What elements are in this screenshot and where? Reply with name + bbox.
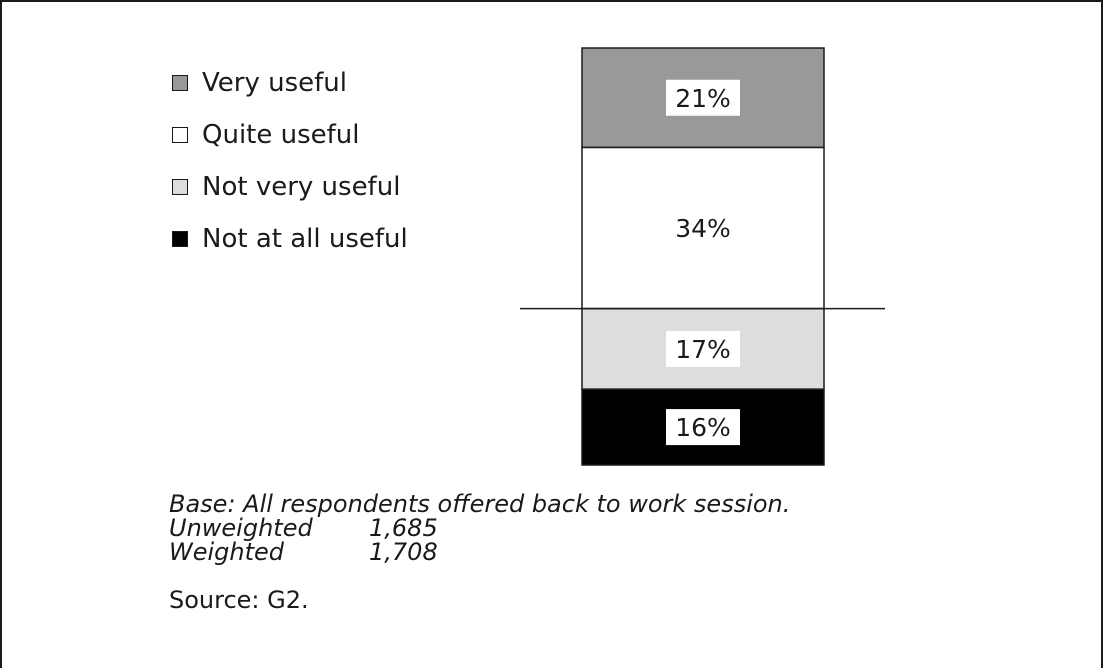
source-note: Source: G2.: [169, 586, 309, 614]
data-label-quite-useful: 34%: [675, 214, 731, 243]
legend-label-not-very-useful: Not very useful: [202, 172, 401, 202]
data-label-bg-quite-useful: [666, 210, 740, 247]
data-label-not-very-useful: 17%: [675, 335, 731, 364]
legend-item-very-useful: Very useful: [172, 57, 408, 109]
weighted-label: Weighted: [169, 538, 285, 566]
legend-item-quite-useful: Quite useful: [172, 109, 408, 161]
data-label-bg-not-very-useful: [666, 330, 740, 367]
weighted-value: 1,708: [369, 538, 438, 566]
legend-label-not-at-all-useful: Not at all useful: [202, 224, 408, 254]
unweighted-label: Unweighted: [169, 514, 313, 542]
base-notes: Base: All respondents offered back to wo…: [169, 492, 790, 564]
unweighted-row: Unweighted 1,685: [169, 516, 790, 540]
legend-swatch-quite-useful: [172, 127, 188, 143]
chart-legend: Very useful Quite useful Not very useful…: [172, 57, 408, 265]
legend-swatch-very-useful: [172, 75, 188, 91]
data-label-not-at-all-useful: 16%: [675, 413, 731, 442]
base-description: Base: All respondents offered back to wo…: [169, 490, 791, 518]
unweighted-value: 1,685: [369, 514, 438, 542]
data-label-bg-not-at-all-useful: [666, 409, 740, 446]
weighted-row: Weighted 1,708: [169, 540, 790, 564]
legend-label-quite-useful: Quite useful: [202, 120, 360, 150]
legend-label-very-useful: Very useful: [202, 68, 347, 98]
data-label-very-useful: 21%: [675, 84, 731, 113]
legend-item-not-very-useful: Not very useful: [172, 161, 408, 213]
legend-item-not-at-all-useful: Not at all useful: [172, 213, 408, 265]
data-label-bg-very-useful: [666, 79, 740, 116]
legend-swatch-not-at-all-useful: [172, 231, 188, 247]
legend-swatch-not-very-useful: [172, 179, 188, 195]
